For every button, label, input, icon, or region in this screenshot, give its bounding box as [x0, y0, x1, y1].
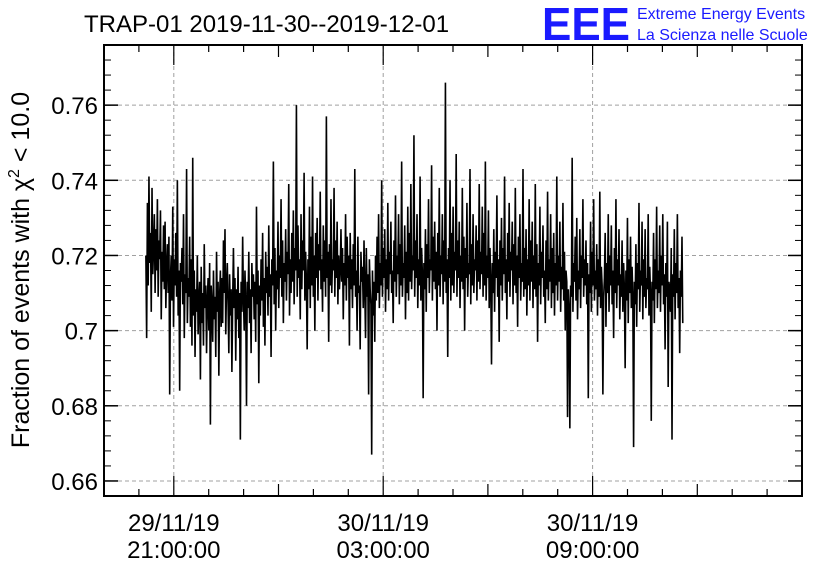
logo-line-2: La Scienza nelle Scuole [637, 27, 808, 44]
y-tick-label: 0.7 [65, 319, 98, 346]
plot-frame [103, 44, 803, 497]
logo-mark: EEE [542, 0, 630, 50]
x-tick-time-label: 21:00:00 [127, 537, 220, 564]
data-layer [145, 82, 684, 455]
x-tick-date-label: 29/11/19 [128, 510, 220, 537]
y-tick-labels: 0.66 0.68 0.7 0.72 0.74 0.76 [51, 93, 98, 496]
chart-title: TRAP-01 2019-11-30--2019-12-01 [84, 11, 449, 38]
x-tick-time-label: 09:00:00 [546, 537, 639, 564]
y-axis-label-chi: χ [7, 178, 35, 191]
eee-logo: EEE Extreme Energy Events La Scienza nel… [542, 0, 808, 50]
x-tick-date-label: 30/11/19 [337, 510, 429, 537]
y-tick-label: 0.76 [51, 93, 98, 120]
y-axis-label-superscript: 2 [6, 169, 23, 178]
x-tick-time-label: 03:00:00 [336, 537, 429, 564]
axis-ticks [103, 44, 803, 497]
x-tick-labels: 29/11/1921:00:0030/11/1903:00:0030/11/19… [127, 510, 639, 564]
logo-line-1: Extreme Energy Events [637, 6, 805, 23]
y-tick-label: 0.72 [51, 243, 98, 270]
y-axis-label-main: Fraction of events with [7, 191, 35, 448]
series-line [145, 82, 684, 455]
y-axis-label: Fraction of events with χ2 < 10.0 [6, 92, 35, 448]
y-tick-label: 0.66 [51, 469, 98, 496]
y-axis-label-tail: < 10.0 [7, 92, 35, 169]
y-tick-label: 0.74 [51, 168, 98, 195]
x-tick-date-label: 30/11/19 [547, 510, 639, 537]
y-tick-label: 0.68 [51, 394, 98, 421]
